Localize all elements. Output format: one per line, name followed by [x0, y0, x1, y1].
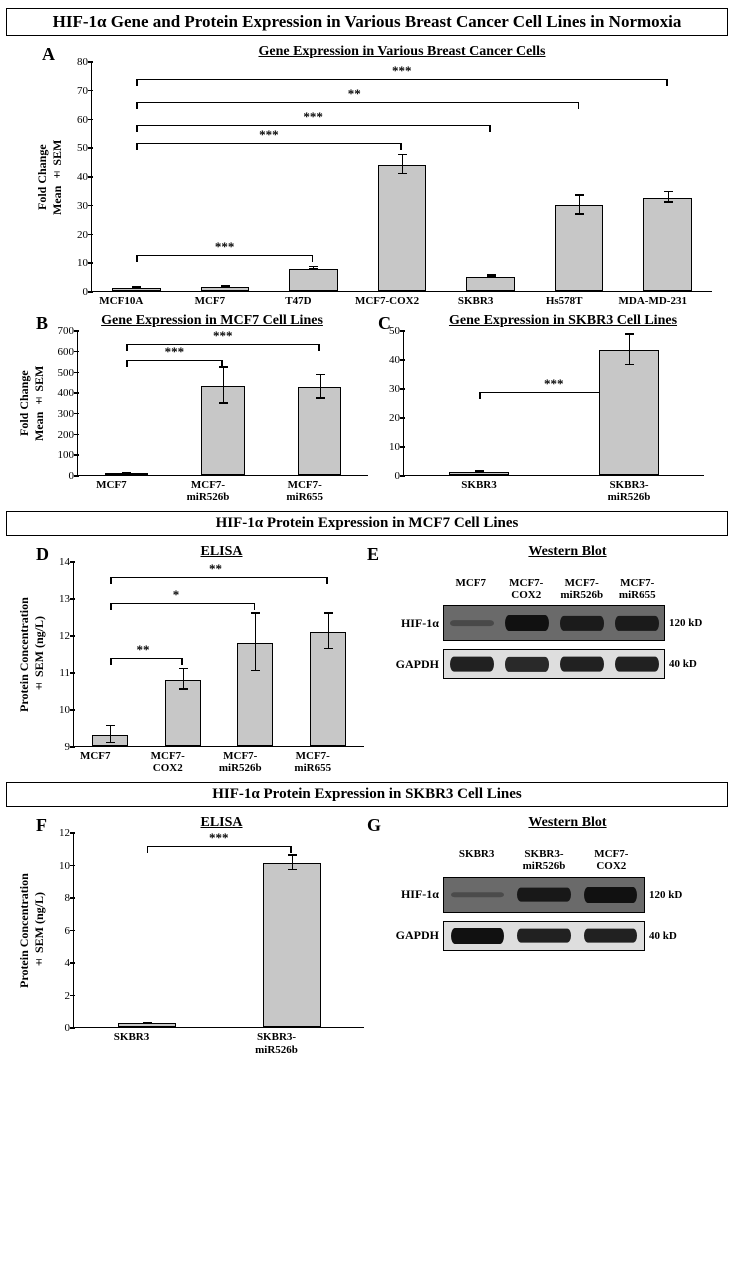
panel-f-ylabel: Protein Concentration ± SEM (ng/L) — [16, 833, 48, 1028]
bar — [165, 680, 201, 747]
panel-c-xlabels: SKBR3SKBR3-miR526b — [404, 476, 704, 503]
bar — [449, 472, 509, 475]
panel-e-letter: E — [367, 544, 379, 565]
bar — [599, 350, 659, 475]
panel-b-plot: ****** — [78, 331, 368, 476]
panel-d: D ELISA Protein Concentration ± SEM (ng/… — [6, 544, 367, 774]
panel-d-yaxis: 91011121314 — [48, 562, 74, 747]
bar — [298, 387, 342, 475]
bar — [118, 1023, 176, 1027]
bar — [466, 277, 515, 291]
panel-e-western-blot: MCF7MCF7-COX2MCF7-miR526bMCF7-miR655HIF-… — [389, 578, 709, 679]
panel-g-subtitle: Western Blot — [407, 815, 728, 831]
bar — [201, 386, 245, 475]
panel-d-plot: ***** — [74, 562, 364, 747]
main-title: HIF-1α Gene and Protein Expression in Va… — [6, 8, 728, 36]
panel-d-subtitle: ELISA — [76, 544, 367, 560]
panel-b-xlabels: MCF7MCF7-miR526bMCF7-miR655 — [63, 476, 353, 503]
panel-f-xlabels: SKBR3SKBR3-miR526b — [59, 1028, 349, 1055]
bar — [643, 198, 692, 291]
panel-b: B Gene Expression in MCF7 Cell Lines Fol… — [6, 313, 368, 503]
bar — [92, 735, 128, 746]
bar — [378, 165, 427, 291]
panel-c: C Gene Expression in SKBR3 Cell Lines 01… — [368, 313, 728, 503]
panel-b-yaxis: 0100200300400500600700 — [48, 331, 78, 476]
panel-c-subtitle: Gene Expression in SKBR3 Cell Lines — [398, 313, 728, 329]
bar — [555, 205, 604, 291]
panel-e-subtitle: Western Blot — [407, 544, 728, 560]
bar — [237, 643, 273, 747]
panel-e: E Western Blot MCF7MCF7-COX2MCF7-miR526b… — [367, 544, 728, 774]
panel-f: F ELISA Protein Concentration ± SEM (ng/… — [6, 815, 367, 1055]
panel-d-xlabels: MCF7MCF7-COX2MCF7-miR526bMCF7-miR655 — [59, 747, 349, 774]
section-skbr3-title: HIF-1α Protein Expression in SKBR3 Cell … — [6, 782, 728, 807]
panel-a-xlabels: MCF10AMCF7T47DMCF7-COX2SKBR3Hs578TMDA-MD… — [77, 292, 697, 307]
panel-f-yaxis: 024681012 — [48, 833, 74, 1028]
bar — [263, 863, 321, 1027]
panel-a-yaxis: 01020304050607080 — [66, 62, 92, 292]
panel-g-western-blot: SKBR3SKBR3-miR526bMCF7-COX2HIF-1α120 kDG… — [389, 849, 689, 950]
bar — [310, 632, 346, 747]
panel-b-ylabel: Fold Change Mean ± SEM — [16, 331, 48, 476]
panel-g-letter: G — [367, 815, 381, 836]
bar — [105, 473, 149, 475]
panel-a-plot: ************** — [92, 62, 712, 292]
bar — [112, 288, 161, 291]
panel-f-subtitle: ELISA — [76, 815, 367, 831]
bar — [289, 269, 338, 291]
panel-c-yaxis: 01020304050 — [378, 331, 404, 476]
bar — [201, 287, 250, 291]
panel-f-plot: *** — [74, 833, 364, 1028]
panel-a: A Gene Expression in Various Breast Canc… — [6, 44, 728, 307]
panel-a-subtitle: Gene Expression in Various Breast Cancer… — [76, 44, 728, 60]
panel-d-ylabel: Protein Concentration ± SEM (ng/L) — [16, 562, 48, 747]
panel-g: G Western Blot SKBR3SKBR3-miR526bMCF7-CO… — [367, 815, 728, 1055]
panel-b-subtitle: Gene Expression in MCF7 Cell Lines — [56, 313, 368, 329]
panel-a-ylabel: Fold Change Mean ± SEM — [34, 62, 66, 292]
panel-c-plot: *** — [404, 331, 704, 476]
section-mcf7-title: HIF-1α Protein Expression in MCF7 Cell L… — [6, 511, 728, 536]
